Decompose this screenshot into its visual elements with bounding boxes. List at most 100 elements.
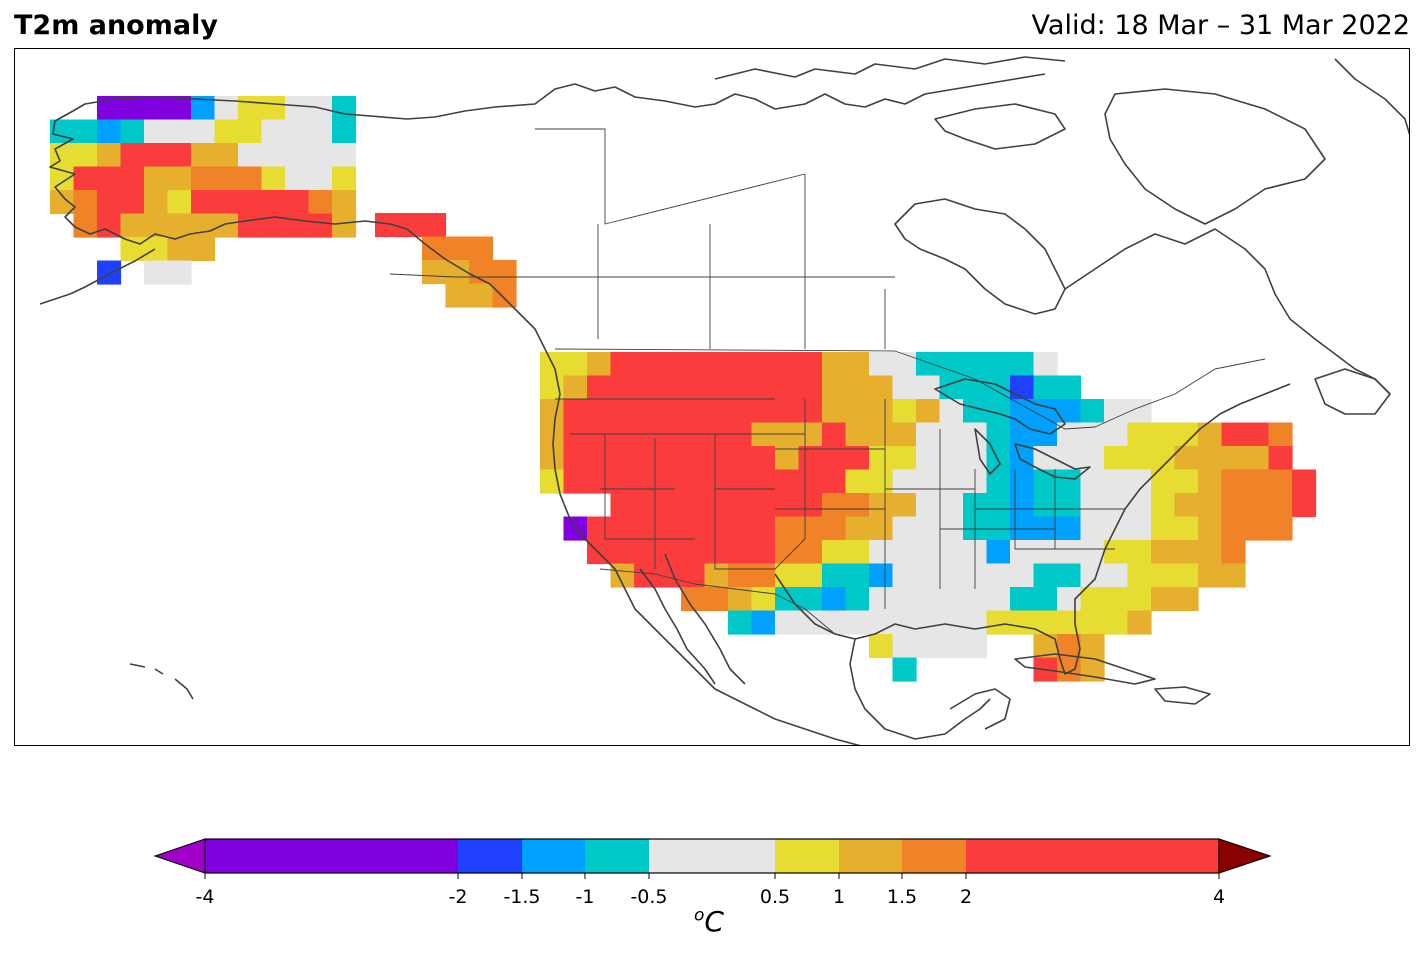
anomaly-cell: [1010, 540, 1035, 565]
anomaly-cell: [469, 236, 494, 261]
great-lakes: [934, 378, 1091, 480]
anomaly-cell: [939, 563, 964, 588]
anomaly-cell: [963, 422, 988, 447]
anomaly-cell: [1057, 516, 1082, 541]
anomaly-cell: [73, 190, 98, 215]
anomaly-cell: [775, 469, 800, 494]
anomaly-cell: [845, 587, 870, 612]
greenland-edge: [1334, 58, 1409, 136]
anomaly-cell: [845, 540, 870, 565]
anomaly-cell: [1057, 563, 1082, 588]
anomaly-cell: [634, 469, 659, 494]
anomaly-cell: [704, 446, 729, 471]
anomaly-cell: [892, 446, 917, 471]
anomaly-cell: [775, 610, 800, 635]
anomaly-cell: [167, 143, 192, 168]
anomaly-cell: [892, 352, 917, 377]
pacific-coast: [406, 228, 861, 745]
anomaly-cell: [97, 166, 122, 191]
arctic-island-2: [934, 103, 1066, 150]
anomaly-cell: [332, 190, 357, 215]
anomaly-cell: [120, 190, 145, 215]
anomaly-cell: [775, 516, 800, 541]
anomaly-cell: [704, 399, 729, 424]
anomaly-cell: [167, 213, 192, 238]
anomaly-cell: [775, 352, 800, 377]
colorbar-bin: [839, 839, 903, 873]
colorbar-bin: [205, 839, 459, 873]
us-canada-49: [554, 348, 896, 352]
anomaly-cell: [120, 119, 145, 144]
anomaly-cell: [610, 399, 635, 424]
anomaly-cell: [1151, 516, 1176, 541]
anomaly-cell: [191, 237, 216, 262]
anomaly-cell: [261, 166, 286, 191]
anomaly-cell: [1127, 446, 1152, 471]
anomaly-cell: [845, 516, 870, 541]
anomaly-cell: [492, 283, 517, 308]
anomaly-cell: [939, 610, 964, 635]
anomaly-cell: [1221, 516, 1246, 541]
anomaly-cell: [469, 283, 494, 308]
anomaly-cell: [261, 190, 286, 215]
anomaly-cell: [1245, 493, 1270, 518]
anomaly-cell: [869, 422, 894, 447]
colorbar-bin: [966, 839, 1220, 873]
anomaly-cell: [822, 587, 847, 612]
anomaly-cell: [939, 587, 964, 612]
anomaly-cell: [144, 190, 169, 215]
anomaly-cell: [916, 446, 941, 471]
anomaly-cell: [120, 166, 145, 191]
anomaly-cell: [986, 493, 1011, 518]
anomaly-cell: [751, 563, 776, 588]
anomaly-cell: [681, 352, 706, 377]
anomaly-cell: [681, 469, 706, 494]
anomaly-cell: [308, 166, 333, 191]
anomaly-cell: [963, 399, 988, 424]
anomaly-cell: [214, 190, 239, 215]
anomaly-cell: [728, 493, 753, 518]
colorbar-tick-label: 4: [1213, 886, 1225, 908]
anomaly-cell: [332, 166, 357, 191]
anomaly-cell: [1221, 469, 1246, 494]
anomaly-cell: [1174, 563, 1199, 588]
map-title: T2m anomaly: [14, 10, 218, 41]
anomaly-cell: [285, 96, 310, 121]
anomaly-cell: [845, 446, 870, 471]
anomaly-cell: [634, 493, 659, 518]
anomaly-cell: [97, 143, 122, 168]
anomaly-cell: [869, 493, 894, 518]
anomaly-cell: [986, 540, 1011, 565]
anomaly-cell: [751, 446, 776, 471]
anomaly-cell: [775, 399, 800, 424]
anomaly-cell: [1010, 493, 1035, 518]
anomaly-cell: [916, 540, 941, 565]
anomaly-cell: [1245, 516, 1270, 541]
anomaly-cell: [445, 283, 470, 308]
anomaly-cell: [728, 610, 753, 635]
anomaly-cell: [963, 610, 988, 635]
anomaly-cell: [845, 422, 870, 447]
anomaly-cell: [167, 260, 192, 285]
anomaly-cell: [167, 119, 192, 144]
anomaly-cell: [285, 190, 310, 215]
anomaly-cell: [822, 469, 847, 494]
anomaly-cell: [1245, 422, 1270, 447]
anomaly-cell: [1127, 516, 1152, 541]
anomaly-cell: [1033, 375, 1058, 400]
anomaly-cell: [587, 375, 612, 400]
anomaly-cell: [986, 610, 1011, 635]
anomaly-cell: [1057, 587, 1082, 612]
anomaly-cell: [845, 493, 870, 518]
anomaly-cell: [751, 399, 776, 424]
anomaly-cell: [704, 352, 729, 377]
anomaly-cell: [1174, 587, 1199, 612]
anomaly-cell: [1221, 540, 1246, 565]
anomaly-cell: [869, 516, 894, 541]
anomaly-cell: [1245, 469, 1270, 494]
anomaly-cell: [1057, 493, 1082, 518]
anomaly-cell: [1080, 422, 1105, 447]
unit-degree-sup: o: [694, 905, 705, 926]
anomaly-cell: [916, 352, 941, 377]
anomaly-cell: [798, 375, 823, 400]
